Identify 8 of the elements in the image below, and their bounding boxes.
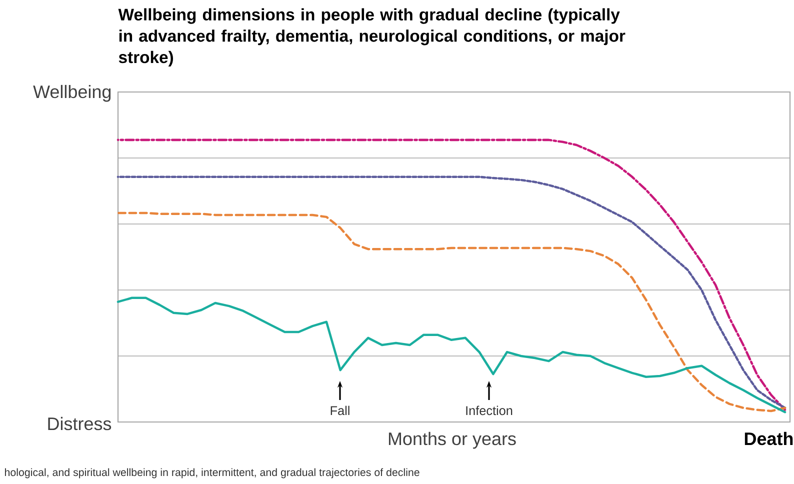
text: Wellbeing xyxy=(33,84,111,102)
chart-title: Wellbeing dimensions in people with gradual decline (typically in advanced frailty, dementia, neurological conditions, or major stroke) xyxy=(118,8,626,66)
text: Distress xyxy=(48,416,112,430)
annotation: Infection xyxy=(466,406,512,416)
text: Death xyxy=(744,432,793,446)
text: hological, and spiritual wellbeing in rapid, intermittent, and gradual trajectories of decline xyxy=(5,468,420,478)
annotation: Fall xyxy=(330,406,350,416)
text: Months or years xyxy=(388,432,516,449)
